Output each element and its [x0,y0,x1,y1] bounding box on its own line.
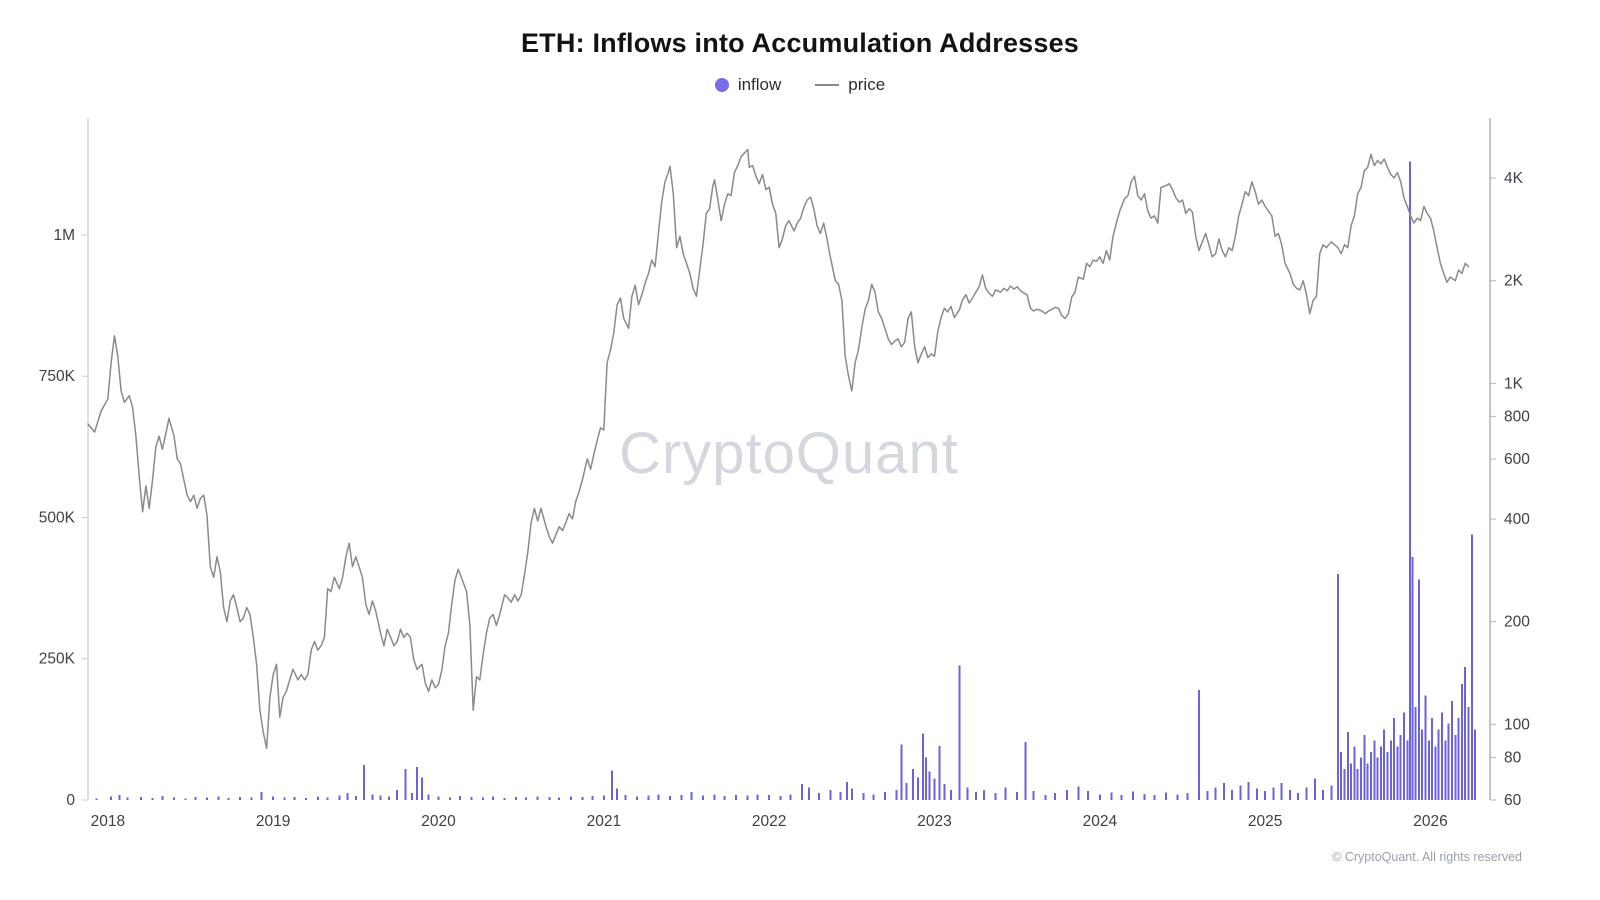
price-legend-label: price [848,75,886,94]
y-left-label: 500K [39,509,76,526]
price-line [87,148,1470,750]
x-axis-label: 2018 [91,813,125,830]
y-left-label: 750K [39,368,76,385]
copyright: © CryptoQuant. All rights reserved [1332,850,1522,864]
y-right-label: 200 [1504,614,1530,631]
y-right-label: 100 [1504,716,1530,733]
y-right-label: 600 [1504,451,1530,468]
y-right-label: 1K [1504,375,1524,392]
x-axis-label: 2021 [587,813,621,830]
x-axis-label: 2026 [1413,813,1447,830]
y-right-label: 80 [1504,749,1522,766]
legend-item-inflow[interactable]: inflow [714,75,782,95]
chart-title: ETH: Inflows into Accumulation Addresses [520,28,1080,58]
y-right-label: 400 [1504,511,1530,528]
y-right-label: 60 [1504,792,1522,809]
x-axis-label: 2019 [256,813,290,830]
inflow-legend-label: inflow [737,75,782,94]
x-axis-label: 2024 [1083,813,1118,830]
y-left-label: 1M [53,227,75,244]
y-left-label: 0 [66,792,75,809]
y-right-label: 800 [1504,408,1530,425]
y-left-label: 250K [39,651,76,668]
legend-item-price[interactable]: price [815,75,885,95]
inflow-legend-dot-icon [714,78,729,92]
x-axis-label: 2025 [1248,813,1282,830]
y-right-label: 2K [1504,273,1524,290]
x-axis-label: 2020 [421,813,456,830]
legend: inflow price [0,75,1600,95]
x-axis-label: 2022 [752,813,786,830]
y-right-label: 4K [1504,170,1524,187]
price-legend-line-icon [815,84,840,86]
x-axis-label: 2023 [917,813,951,830]
